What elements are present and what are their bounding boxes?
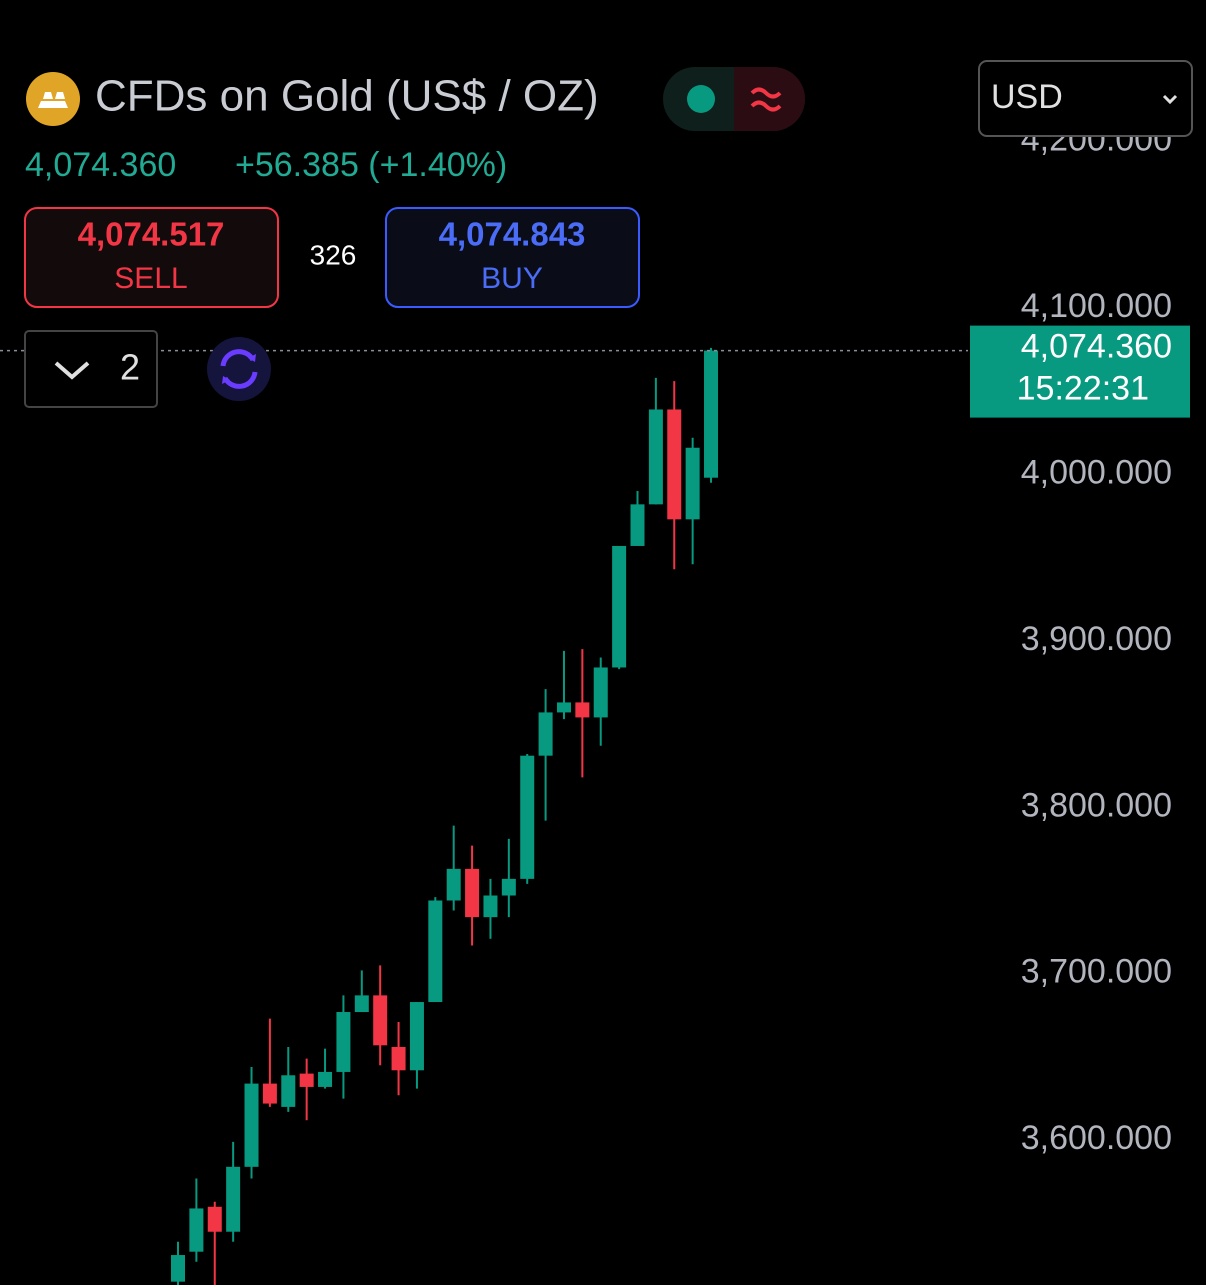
sell-label: SELL: [114, 262, 187, 295]
y-tick-label: 4,000.000: [1021, 453, 1172, 491]
y-tick-label: 3,800.000: [1021, 786, 1172, 824]
market-open-dot: [687, 85, 715, 113]
buy-button[interactable]: [385, 207, 640, 308]
candle-body: [373, 995, 388, 1046]
quantity-chevron: [54, 361, 90, 380]
y-tick-label: 3,700.000: [1021, 953, 1172, 991]
candle-body: [593, 667, 608, 718]
candle-body: [465, 868, 480, 918]
delay-icon: [750, 87, 782, 112]
candle-body: [612, 545, 627, 668]
candle-body: [336, 1012, 351, 1072]
refresh-button[interactable]: [207, 337, 271, 401]
header-bg: [0, 0, 970, 140]
price-tag-countdown: 15:22:31: [1017, 370, 1149, 408]
refresh-arrows: [222, 354, 256, 384]
candle-body: [575, 702, 590, 718]
candle-body: [483, 895, 498, 918]
gold-bars: [38, 92, 68, 108]
y-tick-label: 4,100.000: [1021, 287, 1172, 325]
candle-body: [520, 755, 535, 879]
candle-body: [244, 1083, 259, 1167]
candle-body: [207, 1206, 222, 1232]
last-price: 4,074.360: [25, 146, 176, 184]
sell-button[interactable]: [24, 207, 279, 308]
candle-body: [318, 1071, 333, 1087]
candle-body: [226, 1166, 241, 1232]
quantity-select[interactable]: [24, 330, 158, 408]
candle-body: [262, 1083, 277, 1104]
candle-body: [299, 1073, 314, 1087]
candle-body: [446, 868, 461, 901]
candle-body: [354, 995, 369, 1013]
sell-price: 4,074.517: [78, 216, 225, 253]
candle-body: [538, 712, 553, 756]
spread: 326: [310, 239, 357, 270]
quantity: 2: [120, 347, 140, 388]
buy-label: BUY: [481, 262, 543, 295]
buy-price: 4,074.843: [439, 216, 586, 253]
overlay: 4,074.360 15:22:31: [0, 325, 1190, 418]
price-tag: [970, 325, 1190, 418]
candle-body: [391, 1046, 406, 1071]
title: CFDs on Gold (US$ / OZ): [95, 72, 599, 121]
candle-body: [501, 878, 516, 896]
select-chevron: [1162, 94, 1178, 105]
candle-body: [428, 900, 443, 1003]
candle-body: [648, 409, 663, 505]
candle-body: [171, 1255, 185, 1282]
price-tag-label: 4,074.360: [1021, 328, 1172, 366]
candle-body: [189, 1208, 204, 1252]
y-tick-label: 3,900.000: [1021, 620, 1172, 658]
status-pill-right: [734, 67, 805, 131]
candle-body: [704, 350, 719, 478]
candle-body: [685, 447, 700, 520]
candle-body: [409, 1002, 424, 1071]
candle-body: [667, 409, 682, 520]
currency-select[interactable]: [978, 60, 1193, 137]
y-tick-label: 3,600.000: [1021, 1119, 1172, 1157]
price-change: +56.385 (+1.40%): [235, 146, 507, 184]
plot-area: 3,600.000 3,700.000 3,800.000 3,900.000 4,00…: [171, 120, 1172, 1285]
candle-body: [556, 702, 571, 713]
currency: USD: [991, 78, 1063, 116]
candle-body: [281, 1075, 296, 1107]
refresh-icon: [220, 349, 258, 389]
candle-body: [630, 504, 645, 546]
